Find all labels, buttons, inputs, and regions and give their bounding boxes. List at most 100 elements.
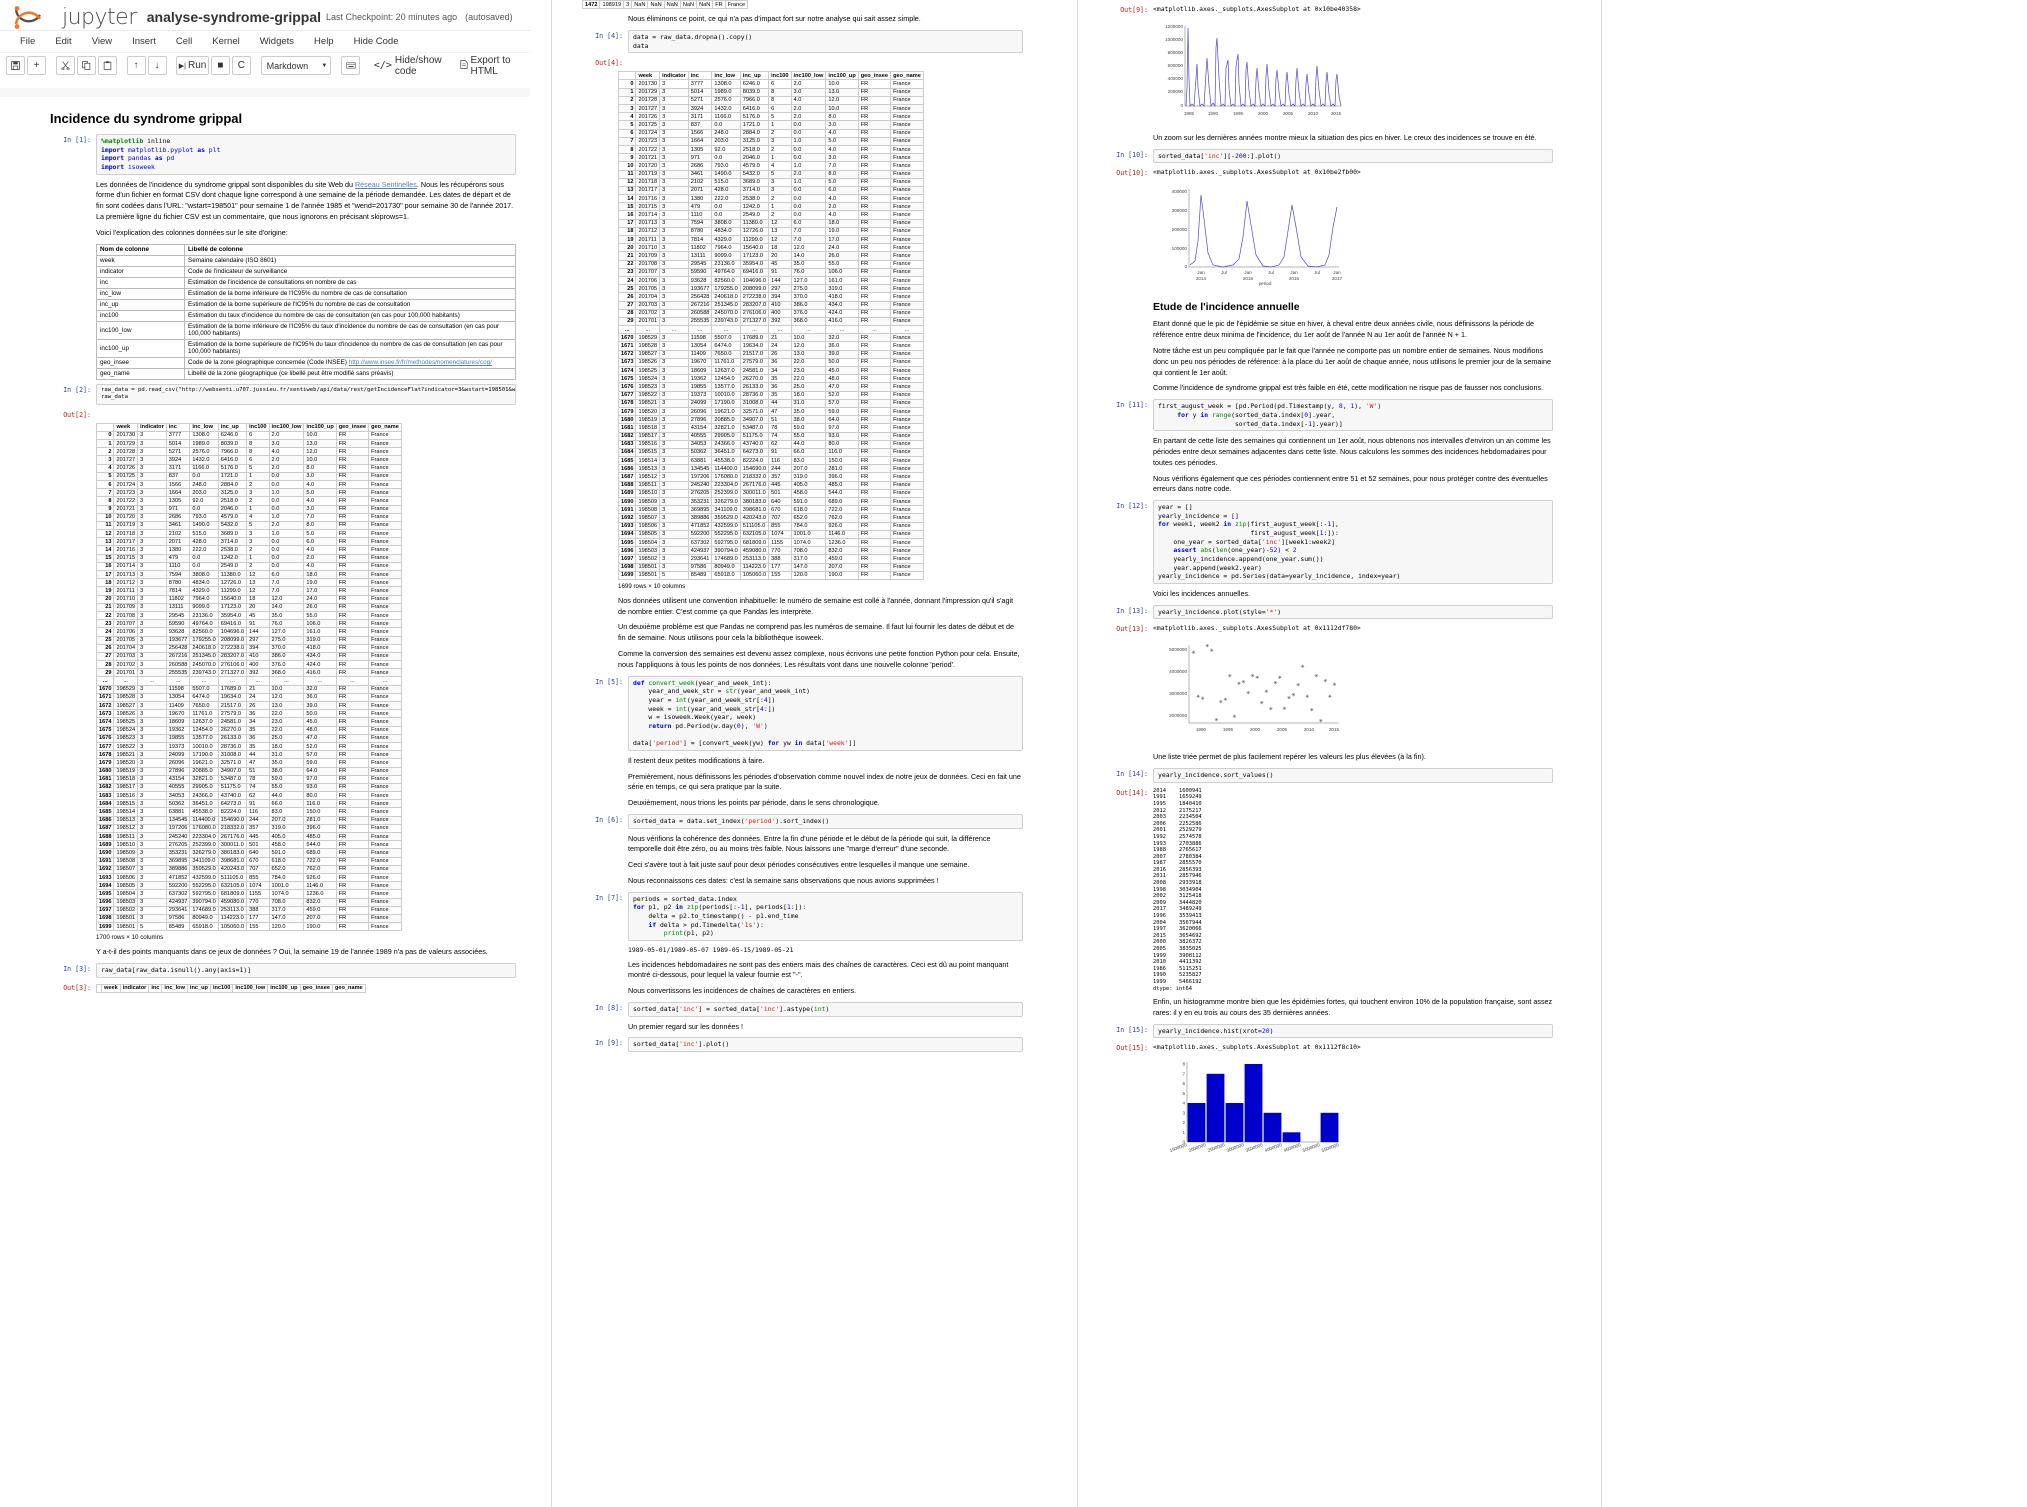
df-cell: 2	[246, 561, 270, 572]
df-cell: 3	[659, 267, 689, 277]
move-cell-up-button[interactable]: ↑	[126, 56, 146, 75]
cell-prompt-in-2: In [2]:	[63, 385, 91, 394]
cell-repr-10: <matplotlib.axes._subplots.AxesSubplot a…	[1153, 168, 1361, 177]
cell-source-15[interactable]: yearly_incidence.hist(xrot=20)	[1153, 1023, 1553, 1039]
df-cell: FR	[857, 79, 892, 89]
df-cell: France	[368, 660, 402, 670]
df-cell: FR	[335, 881, 370, 891]
restart-kernel-button[interactable]: C	[231, 56, 251, 75]
cell-source-10[interactable]: sorted_data['inc'][-200:].plot()	[1153, 148, 1553, 164]
hist-x-tick: 2500000	[1207, 1142, 1226, 1153]
df-index-cell: 27	[617, 300, 637, 310]
cell-source-1[interactable]: %matplotlib inline import matplotlib.pyp…	[96, 134, 516, 175]
df-cell: 3	[137, 602, 167, 612]
cell-source-6[interactable]: sorted_data = data.set_index('period').s…	[628, 813, 1023, 829]
cell-source-11[interactable]: first_august_week = [pd.Period(pd.Timest…	[1153, 399, 1553, 432]
df-index-cell: 1686	[95, 815, 115, 825]
menu-help[interactable]: Help	[314, 36, 334, 47]
df-cell: 208099.0	[217, 635, 248, 645]
menu-hide-code[interactable]: Hide Code	[353, 36, 399, 47]
table-row: 1681 198518 3 43154 32821.0 53487.0 78 59.0 97.0…	[617, 423, 924, 433]
keyboard-icon[interactable]	[341, 56, 361, 75]
cell-source-9[interactable]: sorted_data['inc'].plot()	[628, 1037, 1023, 1053]
insee-link[interactable]: http://www.insee.fr/fr/methodes/nomencla…	[348, 359, 492, 367]
df-cell: 12	[246, 586, 270, 596]
df-cell: 5	[137, 922, 167, 932]
cut-icon[interactable]	[55, 56, 75, 75]
df-cell: France	[368, 488, 402, 498]
df-cell: FR	[857, 120, 892, 130]
copy-icon[interactable]	[76, 56, 96, 75]
run-cell-button[interactable]: ▶| Run	[176, 56, 209, 75]
df-cell: 198508	[635, 505, 661, 515]
cell-source-4[interactable]: data = raw_data.dropna().copy() data	[628, 29, 1023, 54]
df-cell: 2	[768, 128, 792, 138]
cell-source-12[interactable]: year = [] yearly_incidence = [] for week…	[1153, 500, 1553, 584]
df-cell: France	[368, 586, 402, 596]
df-cell: 3	[246, 529, 270, 539]
df-cell: FR	[857, 177, 892, 187]
df-cell: 6474.0	[711, 341, 741, 351]
df-cell: 51175.0	[739, 431, 770, 441]
df-cell: 179255.0	[189, 635, 219, 645]
df-cell: France	[890, 202, 924, 212]
menu-kernel[interactable]: Kernel	[212, 36, 240, 47]
df-cell: 592795.0	[189, 889, 219, 899]
menu-widgets[interactable]: Widgets	[259, 36, 295, 47]
cell-source-3[interactable]: raw_data[raw_data.isnull().any(axis=1)]	[96, 963, 516, 978]
cell-repr-9: <matplotlib.axes._subplots.AxesSubplot a…	[1153, 5, 1361, 13]
df-cell: 410	[768, 300, 792, 310]
menu-cell[interactable]: Cell	[175, 36, 193, 47]
cell-source-14[interactable]: yearly_incidence.sort_values()	[1153, 768, 1553, 783]
df-index-cell: 24	[95, 627, 115, 637]
df-cell: 8	[768, 87, 792, 97]
df-cell: 0.0	[189, 504, 219, 514]
df-cell: 201707	[635, 267, 661, 277]
df-cell: 39.0	[825, 349, 859, 359]
df-cell: 3	[137, 832, 167, 842]
cell-type-select[interactable]: Markdown ▼	[260, 56, 332, 75]
df-cell: 2071	[165, 537, 191, 547]
df-cell: 5.0	[303, 488, 337, 498]
df-cell: 2	[768, 194, 792, 204]
df-cell: 154690.0	[739, 464, 770, 474]
insert-cell-button[interactable]: +	[27, 56, 46, 75]
menu-insert[interactable]: Insert	[132, 36, 156, 47]
svg-text:800000: 800000	[1168, 50, 1184, 55]
cell-source-8[interactable]: sorted_data['inc'] = sorted_data['inc'].…	[628, 1002, 1023, 1017]
menu-file[interactable]: File	[20, 36, 36, 47]
df-cell: FR	[335, 447, 370, 457]
df-cell: 388	[246, 905, 270, 915]
df-cell: 35.0	[790, 406, 827, 417]
df-index-cell: 1681	[617, 423, 637, 433]
move-cell-down-button[interactable]: ↓	[147, 56, 167, 75]
cell-source-2[interactable]: raw_data = pd.read_csv("http://websenti.…	[96, 383, 516, 405]
df-cell: 38.0	[268, 766, 305, 776]
menu-view[interactable]: View	[91, 36, 113, 47]
sentinelles-link[interactable]: Réseau Sentinelles	[354, 179, 417, 189]
df-cell: 5.0	[825, 136, 859, 146]
df-cell: 198517	[113, 782, 139, 793]
table-row: 19 201711 3 7814 4329.0 11299.0 12 7.0 17.0 FR Fra…	[617, 235, 924, 245]
cell-source-5[interactable]: def convert_week(year_and_week_int): yea…	[628, 675, 1023, 751]
df-cell: 201706	[635, 275, 661, 286]
save-icon[interactable]	[6, 56, 25, 75]
table-row: 18 201712 3 8780 4834.0 12726.0 13 7.0 19.0 FR Fra…	[95, 578, 402, 588]
paste-icon[interactable]	[97, 56, 117, 75]
df-cell: 2.0	[825, 202, 859, 212]
df-index-cell: 18	[617, 226, 637, 237]
df-index-cell: 8	[95, 496, 115, 506]
menu-edit[interactable]: Edit	[55, 36, 72, 47]
df-cell: 3	[137, 774, 167, 784]
df-index-cell: 1672	[617, 349, 637, 359]
stop-kernel-button[interactable]: ■	[210, 56, 230, 75]
notebook-name[interactable]: analyse-syndrome-grippal	[146, 9, 322, 25]
jupyter-logo-icon[interactable]	[10, 4, 58, 30]
df-cell: 0.0	[790, 194, 827, 204]
table-row: 1677 198522 3 19373 10010.0 28736.0 35 18.0 52.0…	[617, 390, 924, 400]
hide-show-code-button[interactable]: </> Hide/show code	[373, 54, 442, 77]
cell-source-13[interactable]: yearly_incidence.plot(style='*')	[1153, 604, 1553, 620]
df-cell: 12454.0	[711, 374, 741, 384]
export-to-html-button[interactable]: Export to HTML	[456, 55, 531, 77]
cell-source-7[interactable]: periods = sorted_data.index for p1, p2 i…	[628, 891, 1023, 942]
